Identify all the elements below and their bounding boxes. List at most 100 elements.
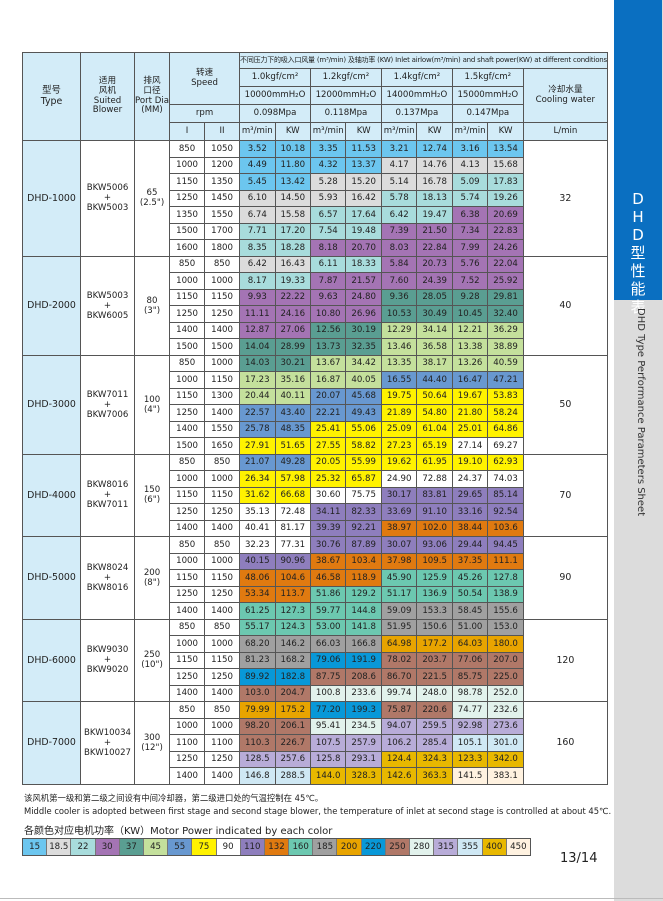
model-type: DHD-5000 bbox=[22, 536, 81, 620]
airflow-value: 30.07 bbox=[380, 536, 418, 554]
speed-stage-1: 850 bbox=[169, 618, 206, 636]
speed-stage-2: 1000 bbox=[204, 635, 241, 653]
legend-swatch: 185 bbox=[313, 839, 338, 855]
speed-stage-1: 1150 bbox=[169, 569, 206, 587]
shaft-power-value: 288.5 bbox=[274, 767, 311, 785]
speed-stage-1: 850 bbox=[169, 453, 206, 471]
airflow-value: 12.56 bbox=[309, 321, 347, 339]
airflow-value: 105.1 bbox=[451, 734, 489, 752]
pressure-mmh2o-header: 12000mmH₂O bbox=[309, 86, 382, 105]
note-cn: 该风机第一级和第二级之间设有中间冷却器，第二级进口处的气温控制在 45℃。 bbox=[24, 793, 324, 803]
speed-stage-1: 1000 bbox=[169, 717, 206, 735]
pressure-mpa-header: 0.098Mpa bbox=[239, 104, 311, 123]
airflow-value: 34.11 bbox=[309, 503, 347, 521]
speed-stage-1: 850 bbox=[169, 536, 206, 554]
shaft-power-value: 92.21 bbox=[345, 519, 382, 537]
airflow-value: 13.35 bbox=[380, 354, 418, 372]
shaft-power-value: 44.40 bbox=[416, 371, 453, 389]
model-type: DHD-7000 bbox=[22, 701, 81, 785]
shaft-power-value: 118.9 bbox=[345, 569, 382, 587]
shaft-power-value: 19.47 bbox=[416, 206, 453, 224]
airflow-value: 30.76 bbox=[309, 536, 347, 554]
airflow-value: 4.13 bbox=[451, 156, 489, 174]
blower-stage-1: BKW7011 bbox=[86, 389, 129, 400]
airflow-value: 5.09 bbox=[451, 173, 489, 191]
airflow-value: 53.34 bbox=[239, 585, 276, 603]
blower-stage-2: BKW8016 bbox=[86, 582, 129, 593]
airflow-value: 7.52 bbox=[451, 272, 489, 290]
airflow-value: 81.23 bbox=[239, 651, 276, 669]
speed-stage-2: 1350 bbox=[204, 173, 241, 191]
table-row: 1150 1150 9.93 22.22 9.63 24.80 9.36 28.05 9.28 2… bbox=[23, 288, 608, 306]
shaft-power-value: 34.14 bbox=[416, 321, 453, 339]
shaft-power-value: 40.05 bbox=[345, 371, 382, 389]
airflow-value: 48.06 bbox=[239, 569, 276, 587]
flow-unit-header: m³/min bbox=[309, 122, 347, 141]
table-row: 1250 1250 89.92 182.8 87.75 208.6 86.70 221.5 85… bbox=[23, 668, 608, 686]
suited-blower: BKW10034 + BKW10027 bbox=[80, 701, 135, 785]
airflow-value: 58.45 bbox=[451, 602, 489, 620]
table-row: DHD-6000 BKW9030 + BKW9020 250 (10") 850 850 55.… bbox=[22, 618, 608, 702]
airflow-value: 98.78 bbox=[451, 684, 489, 702]
port-inch: (8") bbox=[143, 577, 161, 588]
table-row: 1150 1350 5.45 13.42 5.28 15.20 5.14 16.78 5.09 1… bbox=[23, 173, 608, 191]
shaft-power-value: 66.68 bbox=[274, 486, 311, 504]
airflow-value: 9.36 bbox=[380, 288, 418, 306]
airflow-value: 59.09 bbox=[380, 602, 418, 620]
shaft-power-value: 324.3 bbox=[416, 750, 453, 768]
shaft-power-value: 35.16 bbox=[274, 371, 311, 389]
shaft-power-value: 285.4 bbox=[416, 734, 453, 752]
airflow-value: 10.53 bbox=[380, 305, 418, 323]
airflow-value: 5.28 bbox=[309, 173, 347, 191]
shaft-power-value: 13.54 bbox=[487, 140, 524, 158]
shaft-power-value: 81.17 bbox=[274, 519, 311, 537]
shaft-power-value: 301.0 bbox=[487, 734, 524, 752]
airflow-value: 37.98 bbox=[380, 552, 418, 570]
speed-stage-1: 1000 bbox=[169, 272, 206, 290]
airflow-value: 30.60 bbox=[309, 486, 347, 504]
airflow-value: 87.75 bbox=[309, 668, 347, 686]
speed-stage-2: 1700 bbox=[204, 222, 241, 240]
shaft-power-value: 11.53 bbox=[345, 140, 382, 158]
speed-stage-1: 1250 bbox=[169, 668, 206, 686]
airflow-value: 12.29 bbox=[380, 321, 418, 339]
shaft-power-value: 58.24 bbox=[487, 404, 524, 422]
airflow-value: 64.03 bbox=[451, 635, 489, 653]
table-row: DHD-3000 BKW7011 + BKW7006 100 (4") 850 1000 14.… bbox=[22, 354, 608, 455]
speed-stage-1: 1250 bbox=[169, 305, 206, 323]
airflow-value: 50.54 bbox=[451, 585, 489, 603]
shaft-power-value: 28.99 bbox=[274, 338, 311, 356]
shaft-power-value: 180.0 bbox=[487, 635, 524, 653]
airflow-value: 25.41 bbox=[309, 420, 347, 438]
speed-stage-2: 1150 bbox=[204, 569, 241, 587]
flow-unit-header: m³/min bbox=[239, 122, 276, 141]
shaft-power-value: 38.17 bbox=[416, 354, 453, 372]
blower-stage-1: BKW5003 bbox=[86, 290, 129, 301]
shaft-power-value: 177.2 bbox=[416, 635, 453, 653]
flow-unit-header: m³/min bbox=[380, 122, 418, 141]
shaft-power-value: 85.14 bbox=[487, 486, 524, 504]
speed-stage-2: 1300 bbox=[204, 387, 241, 405]
airflow-value: 21.89 bbox=[380, 404, 418, 422]
model-type: DHD-6000 bbox=[22, 618, 81, 702]
blower-plus: + bbox=[103, 572, 112, 583]
flow-unit-header: m³/min bbox=[451, 122, 489, 141]
shaft-power-value: 22.83 bbox=[487, 222, 524, 240]
shaft-power-value: 49.43 bbox=[345, 404, 382, 422]
airflow-value: 45.26 bbox=[451, 569, 489, 587]
airflow-value: 4.17 bbox=[380, 156, 418, 174]
airflow-value: 7.99 bbox=[451, 239, 489, 257]
shaft-power-value: 10.18 bbox=[274, 140, 311, 158]
shaft-power-value: 232.6 bbox=[487, 701, 524, 719]
pressure-kgf-header: 1.2kgf/cm² bbox=[309, 68, 382, 87]
pressure-mpa-header: 0.147Mpa bbox=[451, 104, 524, 123]
table-row: 1250 1250 128.5 257.6 125.8 293.1 124.4 324.3 12… bbox=[23, 750, 608, 768]
table-row: 1150 1300 20.44 40.11 20.07 45.68 19.75 50.64 19… bbox=[23, 387, 608, 405]
table-row: 1250 1250 35.13 72.48 34.11 82.33 33.69 91.10 33… bbox=[23, 503, 608, 521]
shaft-power-value: 50.64 bbox=[416, 387, 453, 405]
shaft-power-value: 75.75 bbox=[345, 486, 382, 504]
speed-stage-2: 1450 bbox=[204, 189, 241, 207]
table-row: 1400 1400 12.87 27.06 12.56 30.19 12.29 34.14 12… bbox=[23, 321, 608, 339]
shaft-power-value: 22.84 bbox=[416, 239, 453, 257]
airflow-value: 12.87 bbox=[239, 321, 276, 339]
